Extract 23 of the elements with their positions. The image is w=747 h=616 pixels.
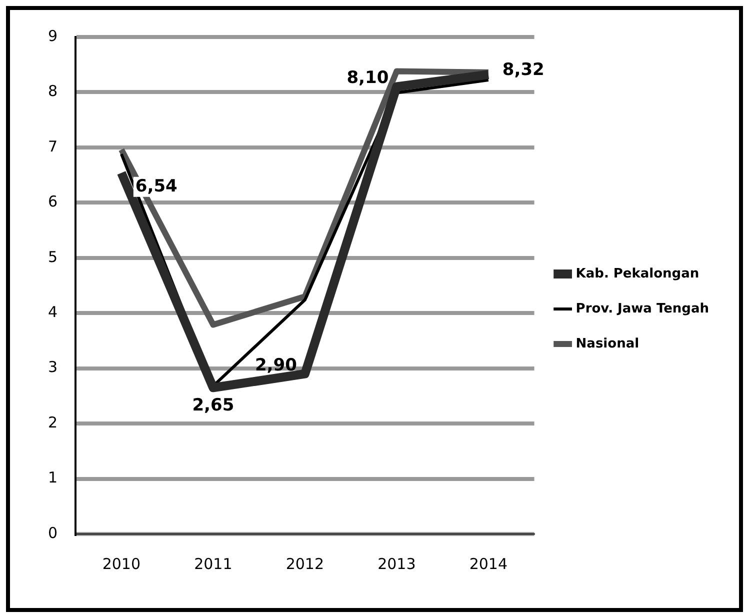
data-label: 2,65: [192, 396, 234, 416]
data-label: 6,54: [135, 176, 178, 196]
y-tick-label: 3: [48, 358, 58, 376]
y-tick-label: 8: [48, 82, 58, 100]
y-tick-label: 7: [48, 137, 58, 156]
y-tick-label: 0: [48, 524, 58, 542]
legend-label: Kab. Pekalongan: [576, 266, 700, 282]
y-tick-label: 5: [48, 248, 58, 266]
x-tick-label: 2013: [378, 554, 416, 573]
y-tick-label: 2: [48, 413, 58, 432]
data-label: 8,32: [502, 60, 544, 80]
x-tick-label: 2012: [286, 554, 324, 573]
y-tick-label: 1: [48, 468, 58, 487]
y-tick-label: 6: [48, 192, 58, 211]
data-label: 8,10: [346, 68, 389, 88]
y-tick-label: 4: [48, 303, 58, 321]
data-label: 2,90: [254, 355, 298, 376]
y-tick-label: 9: [48, 26, 58, 45]
x-tick-label: 2010: [102, 554, 141, 573]
x-tick-label: 2011: [194, 554, 232, 573]
legend-label: Nasional: [576, 336, 640, 352]
legend-label: Prov. Jawa Tengah: [576, 301, 710, 316]
x-tick-label: 2014: [469, 554, 508, 573]
